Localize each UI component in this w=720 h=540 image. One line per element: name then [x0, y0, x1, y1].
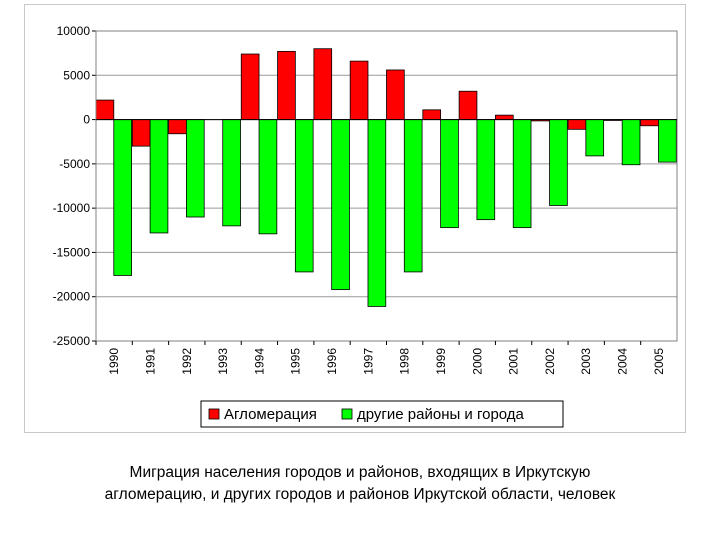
x-tick-label: 1990 — [107, 348, 121, 375]
bar-agglomeration — [131, 119, 151, 147]
y-tick-label: 0 — [83, 113, 90, 127]
y-tick-label: 5000 — [63, 68, 90, 82]
y-tick-label: -10000 — [53, 201, 91, 215]
bar-agglomeration — [386, 69, 405, 120]
x-tick-label: 2004 — [616, 348, 630, 375]
bar-agglomeration — [240, 53, 260, 120]
x-tick-label: 1993 — [216, 348, 230, 375]
legend-swatch-other-districts — [341, 408, 353, 420]
caption-line-1: Миграция населения городов и районов, вх… — [129, 464, 591, 481]
bar-other-districts — [621, 119, 641, 166]
legend-label-other-districts: другие районы и города — [357, 406, 525, 423]
bar-other-districts — [367, 119, 387, 307]
x-tick-label: 1995 — [289, 348, 303, 375]
chart-caption: Миграция населения городов и районов, вх… — [0, 462, 720, 506]
bar-other-districts — [331, 119, 350, 291]
caption-line-2: агломерацию, и других городов и районов … — [104, 486, 616, 503]
bar-other-districts — [476, 119, 496, 221]
bar-other-districts — [113, 119, 132, 276]
x-tick-label: 1998 — [398, 348, 412, 375]
bar-other-districts — [440, 119, 459, 229]
bar-other-districts — [186, 119, 205, 218]
bar-agglomeration — [458, 90, 478, 120]
bar-agglomeration — [168, 119, 187, 135]
bar-other-districts — [658, 119, 677, 163]
x-tick-label: 1999 — [434, 348, 448, 375]
y-tick-label: -15000 — [53, 245, 91, 259]
y-tick-label: -20000 — [53, 290, 91, 304]
legend-box — [200, 400, 564, 428]
bar-other-districts — [512, 119, 532, 229]
y-tick-label: -25000 — [53, 334, 91, 348]
bar-other-districts — [585, 119, 605, 157]
bar-other-districts — [149, 119, 169, 234]
x-tick-label: 2001 — [507, 348, 521, 375]
x-tick-label: 1991 — [143, 348, 157, 375]
x-tick-label: 1997 — [361, 348, 375, 375]
bar-other-districts — [258, 119, 278, 235]
migration-bar-chart: 10000 5000 0 -5000 -10000 -15000 -20000 -25000 1… — [53, 24, 678, 428]
x-tick-label: 1996 — [325, 348, 339, 375]
bar-agglomeration — [313, 48, 333, 120]
y-tick-label: 10000 — [57, 24, 91, 38]
bar-agglomeration — [640, 119, 659, 127]
bar-other-districts — [403, 119, 423, 273]
bar-agglomeration — [95, 99, 115, 120]
legend-swatch-agglomeration — [208, 408, 220, 420]
bar-other-districts — [294, 119, 314, 273]
x-tick-label: 2000 — [470, 348, 484, 375]
bar-other-districts — [549, 119, 568, 206]
x-tick-label: 2005 — [652, 348, 666, 375]
bar-agglomeration — [349, 60, 369, 120]
bar-other-districts — [222, 119, 241, 227]
y-tick-label: -5000 — [59, 157, 90, 171]
x-tick-label: 2003 — [579, 348, 593, 375]
chart-frame: 10000 5000 0 -5000 -10000 -15000 -20000 -25000 1… — [24, 4, 686, 433]
x-tick-label: 1992 — [180, 348, 194, 375]
bar-agglomeration — [567, 119, 587, 130]
bar-agglomeration — [422, 109, 442, 120]
x-tick-label: 2002 — [543, 348, 557, 375]
bar-agglomeration — [277, 50, 296, 120]
legend-label-agglomeration: Агломерация — [224, 406, 317, 423]
x-tick-label: 1994 — [252, 348, 266, 375]
bar-agglomeration — [495, 114, 514, 120]
